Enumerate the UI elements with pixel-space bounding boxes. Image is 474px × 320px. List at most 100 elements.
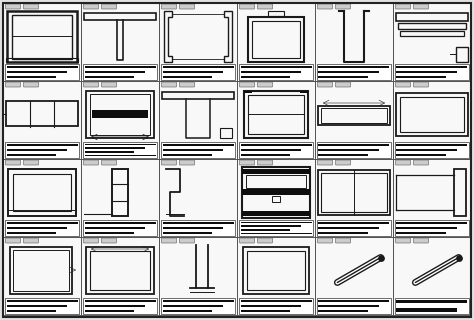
FancyBboxPatch shape: [180, 82, 194, 87]
FancyBboxPatch shape: [180, 238, 194, 243]
Bar: [84, 151, 134, 153]
Bar: [81, 237, 159, 315]
FancyBboxPatch shape: [101, 160, 117, 165]
Bar: [163, 305, 223, 307]
Bar: [454, 169, 466, 216]
Bar: [240, 225, 301, 227]
Bar: [161, 142, 235, 158]
Bar: [7, 300, 78, 302]
Bar: [6, 101, 78, 126]
Bar: [159, 237, 237, 315]
Bar: [7, 71, 67, 73]
Bar: [7, 310, 56, 312]
Bar: [319, 300, 390, 302]
Bar: [240, 221, 311, 223]
Bar: [159, 3, 237, 81]
FancyBboxPatch shape: [336, 82, 350, 87]
Bar: [317, 298, 391, 314]
Bar: [240, 71, 301, 73]
Bar: [3, 237, 81, 315]
Bar: [84, 227, 145, 229]
FancyBboxPatch shape: [162, 4, 176, 9]
Bar: [5, 64, 79, 80]
Bar: [84, 13, 156, 20]
Bar: [84, 147, 145, 149]
Bar: [7, 11, 77, 62]
Bar: [237, 81, 315, 159]
FancyBboxPatch shape: [83, 4, 99, 9]
Bar: [159, 159, 237, 237]
FancyBboxPatch shape: [239, 238, 255, 243]
Bar: [159, 81, 237, 159]
FancyBboxPatch shape: [162, 238, 176, 243]
FancyBboxPatch shape: [83, 82, 99, 87]
Bar: [396, 308, 457, 312]
FancyBboxPatch shape: [395, 160, 410, 165]
FancyBboxPatch shape: [239, 82, 255, 87]
Bar: [6, 58, 78, 62]
Bar: [315, 159, 393, 237]
Bar: [83, 298, 157, 314]
Bar: [7, 154, 56, 156]
Bar: [84, 305, 145, 307]
Bar: [83, 64, 157, 80]
Bar: [396, 93, 468, 136]
Bar: [319, 76, 368, 78]
Bar: [272, 196, 280, 202]
Bar: [240, 300, 311, 302]
Bar: [396, 227, 457, 229]
Bar: [319, 154, 368, 156]
Bar: [252, 21, 300, 58]
Bar: [247, 251, 305, 290]
Bar: [395, 142, 469, 158]
Bar: [400, 97, 464, 132]
Bar: [81, 159, 159, 237]
FancyBboxPatch shape: [24, 160, 38, 165]
Bar: [319, 149, 379, 151]
Bar: [84, 143, 155, 145]
Bar: [396, 76, 446, 78]
Bar: [163, 149, 223, 151]
Bar: [240, 149, 301, 151]
Bar: [7, 227, 67, 229]
Bar: [242, 211, 310, 216]
FancyBboxPatch shape: [318, 82, 332, 87]
FancyBboxPatch shape: [83, 160, 99, 165]
Bar: [112, 169, 128, 216]
Bar: [13, 250, 69, 291]
FancyBboxPatch shape: [395, 238, 410, 243]
Bar: [319, 305, 379, 307]
FancyBboxPatch shape: [413, 238, 428, 243]
Bar: [84, 310, 134, 312]
Bar: [12, 15, 72, 59]
Bar: [393, 81, 471, 159]
FancyBboxPatch shape: [24, 4, 38, 9]
Bar: [83, 142, 157, 158]
Bar: [396, 232, 446, 234]
Bar: [92, 110, 148, 118]
Bar: [163, 227, 223, 229]
FancyBboxPatch shape: [318, 4, 332, 9]
Bar: [86, 91, 154, 138]
FancyBboxPatch shape: [413, 160, 428, 165]
Bar: [240, 233, 311, 234]
FancyBboxPatch shape: [162, 82, 176, 87]
Bar: [300, 91, 308, 93]
Bar: [237, 3, 315, 81]
Bar: [90, 94, 150, 135]
Bar: [395, 64, 469, 80]
Bar: [396, 300, 467, 303]
Bar: [239, 64, 313, 80]
Bar: [81, 3, 159, 81]
Bar: [7, 143, 78, 146]
FancyBboxPatch shape: [336, 160, 350, 165]
Bar: [7, 76, 56, 78]
Bar: [163, 221, 234, 224]
Bar: [5, 298, 79, 314]
Bar: [395, 220, 469, 236]
Bar: [161, 298, 235, 314]
Bar: [237, 237, 315, 315]
Bar: [163, 232, 212, 234]
Bar: [393, 159, 471, 237]
Bar: [319, 227, 379, 229]
